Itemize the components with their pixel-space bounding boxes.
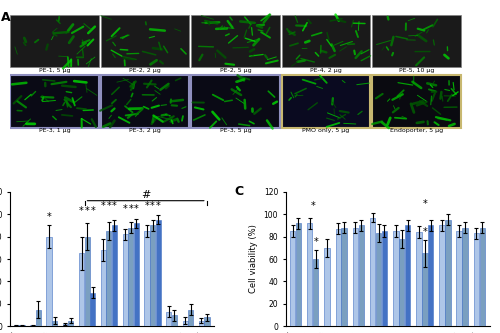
- Bar: [399, 239, 404, 326]
- FancyBboxPatch shape: [100, 15, 190, 67]
- FancyBboxPatch shape: [372, 15, 461, 67]
- Bar: [440, 225, 444, 326]
- Bar: [166, 312, 172, 326]
- Bar: [52, 321, 57, 326]
- Bar: [172, 315, 177, 326]
- Bar: [68, 321, 73, 326]
- Bar: [393, 231, 398, 326]
- Bar: [36, 309, 41, 326]
- Text: C: C: [234, 185, 244, 198]
- Text: PE-4, 2 μg: PE-4, 2 μg: [310, 68, 342, 73]
- Bar: [480, 228, 485, 326]
- Bar: [204, 317, 210, 326]
- Bar: [456, 231, 462, 326]
- FancyBboxPatch shape: [282, 75, 370, 128]
- Text: PE-2, 2 μg: PE-2, 2 μg: [129, 68, 161, 73]
- Bar: [358, 225, 364, 326]
- Bar: [462, 228, 468, 326]
- Text: #: #: [141, 189, 150, 199]
- Text: PMO only, 5 μg: PMO only, 5 μg: [302, 129, 350, 134]
- Text: *: *: [422, 226, 427, 236]
- Text: *: *: [314, 237, 318, 247]
- Bar: [474, 233, 479, 326]
- Text: PE-5, 10 μg: PE-5, 10 μg: [399, 68, 434, 73]
- Bar: [90, 293, 95, 326]
- Bar: [122, 234, 128, 326]
- Bar: [20, 325, 24, 326]
- Bar: [134, 223, 139, 326]
- Text: A: A: [2, 11, 11, 24]
- Bar: [296, 223, 301, 326]
- Bar: [144, 231, 150, 326]
- Bar: [62, 324, 68, 326]
- Text: PE-1, 5 μg: PE-1, 5 μg: [38, 68, 70, 73]
- Bar: [405, 225, 410, 326]
- Text: *: *: [156, 201, 160, 211]
- FancyBboxPatch shape: [191, 75, 280, 128]
- Bar: [336, 229, 341, 326]
- Bar: [428, 225, 434, 326]
- Text: *: *: [90, 206, 95, 216]
- Bar: [150, 225, 155, 326]
- Y-axis label: Cell viability (%): Cell viability (%): [249, 224, 258, 293]
- Bar: [30, 325, 36, 326]
- Bar: [106, 231, 112, 326]
- Bar: [324, 248, 330, 326]
- Bar: [84, 236, 89, 326]
- Text: *: *: [144, 201, 150, 211]
- Text: *: *: [134, 204, 138, 214]
- FancyBboxPatch shape: [282, 15, 370, 67]
- Bar: [182, 321, 188, 326]
- Text: *: *: [422, 198, 427, 208]
- Text: *: *: [101, 201, 105, 211]
- Text: PE-3, 2 μg: PE-3, 2 μg: [129, 129, 161, 134]
- Bar: [112, 225, 117, 326]
- FancyBboxPatch shape: [10, 75, 99, 128]
- FancyBboxPatch shape: [191, 15, 280, 67]
- Text: *: *: [123, 204, 128, 214]
- Bar: [353, 228, 358, 326]
- Bar: [382, 231, 387, 326]
- Bar: [422, 253, 428, 326]
- Text: PE-3, 1 μg: PE-3, 1 μg: [38, 129, 70, 134]
- Text: *: *: [128, 204, 133, 214]
- Bar: [445, 220, 450, 326]
- Text: *: *: [150, 201, 155, 211]
- Bar: [342, 228, 347, 326]
- Bar: [376, 233, 382, 326]
- Bar: [307, 223, 312, 326]
- FancyBboxPatch shape: [10, 15, 99, 67]
- Bar: [313, 259, 318, 326]
- FancyBboxPatch shape: [372, 75, 461, 128]
- Bar: [199, 321, 204, 326]
- FancyBboxPatch shape: [100, 75, 190, 128]
- Bar: [14, 325, 19, 326]
- Text: *: *: [84, 206, 89, 216]
- Bar: [101, 250, 106, 326]
- Text: PE-2, 5 μg: PE-2, 5 μg: [220, 68, 252, 73]
- Bar: [416, 232, 422, 326]
- Text: *: *: [112, 201, 117, 211]
- Bar: [370, 217, 376, 326]
- Bar: [290, 231, 296, 326]
- Bar: [188, 309, 194, 326]
- Text: Endoporter, 5 μg: Endoporter, 5 μg: [390, 129, 443, 134]
- Bar: [46, 236, 52, 326]
- Text: *: *: [106, 201, 112, 211]
- Text: *: *: [310, 201, 315, 211]
- Bar: [79, 253, 84, 326]
- Text: *: *: [79, 206, 84, 216]
- Text: PE-3, 5 μg: PE-3, 5 μg: [220, 129, 252, 134]
- Bar: [156, 220, 160, 326]
- Bar: [128, 228, 134, 326]
- Text: *: *: [46, 212, 52, 222]
